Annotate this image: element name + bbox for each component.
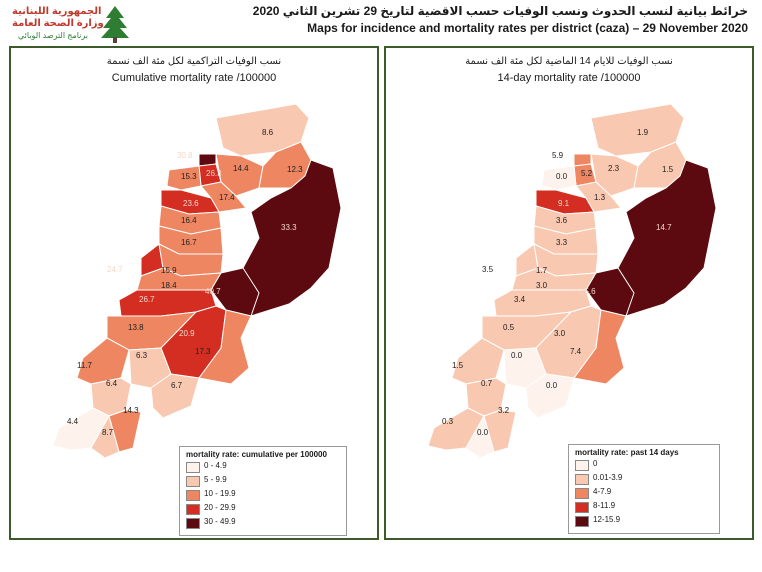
district-value-label: 8.7 <box>102 428 114 437</box>
district-value-label: 3.3 <box>556 238 568 247</box>
district-value-label: 1.9 <box>637 128 649 137</box>
district-value-label: 30.8 <box>177 151 193 160</box>
district-value-label: 17.3 <box>195 347 211 356</box>
district-shape <box>150 373 200 419</box>
legend-swatch <box>575 488 589 499</box>
cumulative-mortality-map: 8.6 30.8 26.3 14.4 12.3 15.3 17.4 23.6 33.3 16.4 1… <box>52 103 342 459</box>
ministry-logo: الجمهورية اللبنانية وزارة الصحة العامة ب… <box>8 4 132 44</box>
district-value-label: 3.5 <box>482 265 494 274</box>
logo-text-ministry: وزارة الصحة العامة <box>12 18 104 29</box>
district-value-label: 11.7 <box>77 361 93 370</box>
district-shape <box>465 414 495 459</box>
logo-text-republic: الجمهورية اللبنانية <box>12 6 102 17</box>
district-value-label: 0.5 <box>503 323 515 332</box>
district-value-label: 1.7 <box>536 266 548 275</box>
right-legend-title: mortality rate: past 14 days <box>575 448 679 457</box>
district-value-label: 12.3 <box>287 165 303 174</box>
district-value-label: 8.6 <box>262 128 274 137</box>
left-legend: mortality rate: cumulative per 100000 0 … <box>179 446 347 536</box>
district-value-label: 2.3 <box>608 164 620 173</box>
legend-label: 5 - 9.9 <box>204 475 227 484</box>
district-value-label: 40.7 <box>205 287 221 296</box>
left-legend-title: mortality rate: cumulative per 100000 <box>186 450 327 459</box>
district-value-label: 6.7 <box>171 381 183 390</box>
district-value-label: 13.8 <box>128 323 144 332</box>
district-shape <box>525 373 575 419</box>
district-shape <box>166 165 202 191</box>
district-value-label: 20.9 <box>179 329 195 338</box>
district-value-label: 18.4 <box>161 281 177 290</box>
district-value-label: 3.6 <box>556 216 568 225</box>
logo-text-program: برنامج الترصد الوبائي <box>18 31 89 40</box>
right-panel-title-arabic: نسب الوفيات للايام 14 الماضية لكل مئة ال… <box>465 56 673 67</box>
right-legend: mortality rate: past 14 days 0 0.01-3.9 … <box>568 444 720 534</box>
legend-swatch <box>186 490 200 501</box>
district-value-label: 17.4 <box>219 193 235 202</box>
district-value-label: 16.4 <box>181 216 197 225</box>
left-panel-title-arabic: نسب الوفيات التراكمية لكل مئة الف نسمة <box>106 56 282 67</box>
legend-label: 30 - 49.9 <box>204 517 236 526</box>
district-shape <box>90 414 120 459</box>
district-value-label: 6.4 <box>106 379 118 388</box>
district-value-label: 15.6 <box>580 287 596 296</box>
district-value-label: 23.6 <box>183 199 199 208</box>
district-shape <box>573 309 627 385</box>
district-value-label: 3.0 <box>554 329 566 338</box>
district-value-label: 16.7 <box>181 238 197 247</box>
legend-label: 10 - 19.9 <box>204 489 236 498</box>
district-value-label: 33.3 <box>281 223 297 232</box>
legend-label: 20 - 29.9 <box>204 503 236 512</box>
district-value-label: 0.7 <box>481 379 493 388</box>
legend-swatch <box>186 518 200 529</box>
district-shape <box>198 309 252 385</box>
district-value-label: 0.0 <box>477 428 489 437</box>
cumulative-map-panel: نسب الوفيات التراكمية لكل مئة الف نسمة C… <box>9 46 379 540</box>
legend-swatch <box>575 474 589 485</box>
left-panel-title: Cumulative mortality rate /100000 <box>111 72 277 84</box>
legend-swatch <box>186 462 200 473</box>
district-value-label: 14.4 <box>233 164 249 173</box>
district-value-label: 24.7 <box>107 265 123 274</box>
district-value-label: 6.3 <box>136 351 148 360</box>
legend-label: 0 <box>593 459 598 468</box>
legend-label: 0.01-3.9 <box>593 473 623 482</box>
district-value-label: 1.5 <box>452 361 464 370</box>
district-value-label: 0.0 <box>511 351 523 360</box>
legend-swatch <box>186 504 200 515</box>
district-value-label: 7.4 <box>570 347 582 356</box>
district-value-label: 3.4 <box>514 295 526 304</box>
legend-swatch <box>575 502 589 513</box>
district-value-label: 5.9 <box>552 151 564 160</box>
district-value-label: 26.3 <box>206 169 222 178</box>
district-value-label: 3.0 <box>536 281 548 290</box>
legend-label: 0 - 4.9 <box>204 461 227 470</box>
14-day-map-panel: نسب الوفيات للايام 14 الماضية لكل مئة ال… <box>384 46 754 540</box>
district-value-label: 15.3 <box>181 172 197 181</box>
district-value-label: 4.4 <box>67 417 79 426</box>
legend-label: 4-7.9 <box>593 487 612 496</box>
page-title-arabic: خرائط بيانية لنسب الحدوث ونسب الوفيات حس… <box>252 4 748 18</box>
legend-label: 8-11.9 <box>593 501 616 510</box>
district-value-label: 0.3 <box>442 417 454 426</box>
district-value-label: 3.2 <box>498 406 510 415</box>
district-value-label: 0.0 <box>556 172 568 181</box>
legend-swatch <box>575 460 589 471</box>
14-day-mortality-map: 1.9 5.9 5.2 2.3 1.5 0.0 1.3 9.1 14.7 3.6 3.3 3.5 1.7… <box>427 103 717 459</box>
legend-label: 12-15.9 <box>593 515 621 524</box>
legend-swatch <box>186 476 200 487</box>
district-value-label: 15.9 <box>161 266 177 275</box>
district-value-label: 5.2 <box>581 169 593 178</box>
district-value-label: 9.1 <box>558 199 570 208</box>
right-panel-title: 14-day mortality rate /100000 <box>497 72 641 84</box>
district-value-label: 0.0 <box>546 381 558 390</box>
legend-swatch <box>575 516 589 527</box>
district-value-label: 1.3 <box>594 193 606 202</box>
district-value-label: 14.7 <box>656 223 672 232</box>
district-value-label: 1.5 <box>662 165 674 174</box>
district-value-label: 14.3 <box>123 406 139 415</box>
cedar-tree-icon <box>101 6 129 43</box>
page-title: Maps for incidence and mortality rates p… <box>307 21 748 35</box>
district-value-label: 26.7 <box>139 295 155 304</box>
district-shape <box>541 165 577 191</box>
